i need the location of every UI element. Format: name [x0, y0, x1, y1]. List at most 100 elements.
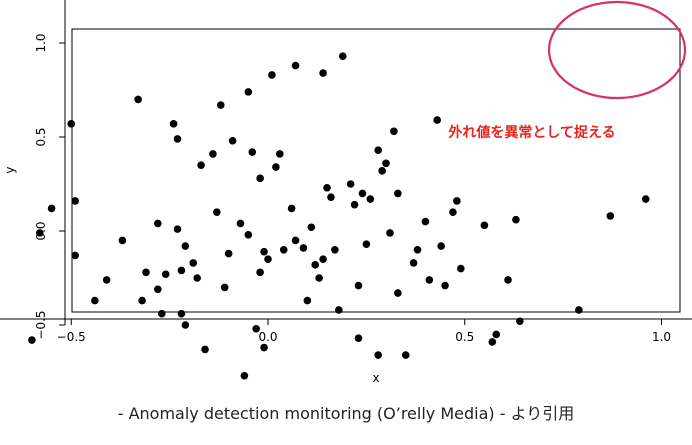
data-point — [169, 120, 178, 128]
data-point — [35, 229, 44, 237]
data-point — [71, 197, 79, 205]
data-point — [154, 219, 162, 228]
data-point — [264, 255, 272, 263]
plot-frame — [71, 28, 681, 313]
data-point — [394, 289, 402, 297]
data-point — [279, 246, 288, 254]
data-point — [374, 146, 382, 154]
data-point — [480, 221, 489, 230]
data-point — [327, 193, 335, 201]
data-point — [606, 212, 615, 220]
data-point — [142, 268, 150, 277]
data-point — [268, 71, 276, 79]
data-point — [213, 208, 221, 216]
data-point — [358, 189, 367, 198]
data-point — [244, 88, 253, 96]
data-point — [335, 306, 343, 314]
data-point — [492, 330, 501, 339]
x-tick-label: 0.0 — [258, 330, 277, 344]
data-point — [47, 204, 56, 213]
data-point — [291, 236, 300, 245]
data-point — [488, 338, 497, 346]
y-axis-label: y — [3, 166, 17, 173]
data-point — [425, 276, 434, 284]
data-point — [441, 281, 449, 290]
data-point — [197, 161, 205, 169]
data-point — [154, 285, 162, 294]
data-point — [244, 230, 253, 239]
data-point — [228, 136, 237, 145]
data-point — [177, 309, 186, 318]
data-point — [173, 135, 182, 143]
data-point — [193, 274, 201, 282]
data-point — [516, 317, 524, 326]
x-tick-label: 0.5 — [455, 330, 474, 344]
data-point — [319, 255, 327, 263]
data-point — [323, 183, 331, 192]
data-point — [287, 204, 296, 213]
data-point — [386, 229, 394, 237]
data-point — [374, 351, 382, 359]
data-point — [394, 189, 402, 198]
data-point — [307, 223, 316, 232]
data-point — [641, 195, 650, 203]
data-point — [209, 150, 217, 158]
data-point — [260, 343, 268, 352]
data-point — [390, 127, 398, 136]
data-point — [504, 276, 512, 284]
data-point — [315, 274, 323, 282]
data-point — [28, 336, 36, 344]
data-point — [378, 167, 386, 175]
y-tick-label: −0.5 — [34, 310, 48, 339]
scatter-chart: −1.0−0.50.00.51.01.52.0 −0.50.00.51.01.5… — [0, 0, 692, 385]
data-point — [272, 163, 280, 171]
data-point — [354, 281, 363, 290]
y-tick-label: 1.0 — [34, 33, 48, 52]
data-point — [224, 249, 233, 258]
data-point — [256, 268, 264, 277]
data-point — [338, 52, 347, 60]
data-point — [177, 266, 186, 275]
data-point — [71, 251, 79, 260]
data-point — [354, 334, 363, 342]
data-point — [161, 270, 170, 279]
y-tick-label: 0.5 — [34, 127, 48, 146]
data-point — [291, 61, 300, 70]
y-axis: −0.50.00.51.01.52.0 — [34, 0, 66, 340]
data-point — [260, 247, 268, 256]
data-point — [319, 69, 327, 77]
data-point — [366, 195, 375, 203]
data-point — [201, 345, 209, 354]
data-point — [457, 264, 465, 273]
data-point — [421, 217, 430, 226]
data-point — [401, 351, 410, 359]
data-point — [181, 242, 190, 250]
x-axis: −1.0−0.50.00.51.01.52.0 — [0, 318, 692, 344]
x-tick-label: 1.0 — [652, 330, 671, 344]
data-point — [449, 208, 457, 216]
data-point — [433, 116, 442, 124]
data-point — [453, 197, 461, 205]
data-point — [236, 219, 245, 228]
data-point — [256, 174, 264, 183]
data-point — [220, 283, 229, 292]
data-point — [118, 236, 127, 245]
data-point — [138, 296, 146, 305]
data-point — [276, 150, 284, 158]
x-axis-label: x — [372, 371, 379, 385]
data-point — [303, 296, 312, 305]
data-point — [91, 296, 99, 305]
data-point — [350, 200, 359, 209]
data-point — [512, 215, 520, 224]
data-point — [181, 321, 190, 329]
outlier-highlight-ellipse — [547, 0, 687, 100]
data-point — [134, 95, 142, 104]
data-point — [67, 120, 76, 128]
x-tick-label: −0.5 — [57, 330, 86, 344]
data-point — [173, 225, 182, 233]
data-point — [311, 261, 320, 269]
data-point — [362, 240, 371, 248]
source-caption: - Anomaly detection monitoring (O’relly … — [117, 404, 575, 423]
data-point — [189, 259, 198, 267]
data-points — [28, 52, 650, 380]
